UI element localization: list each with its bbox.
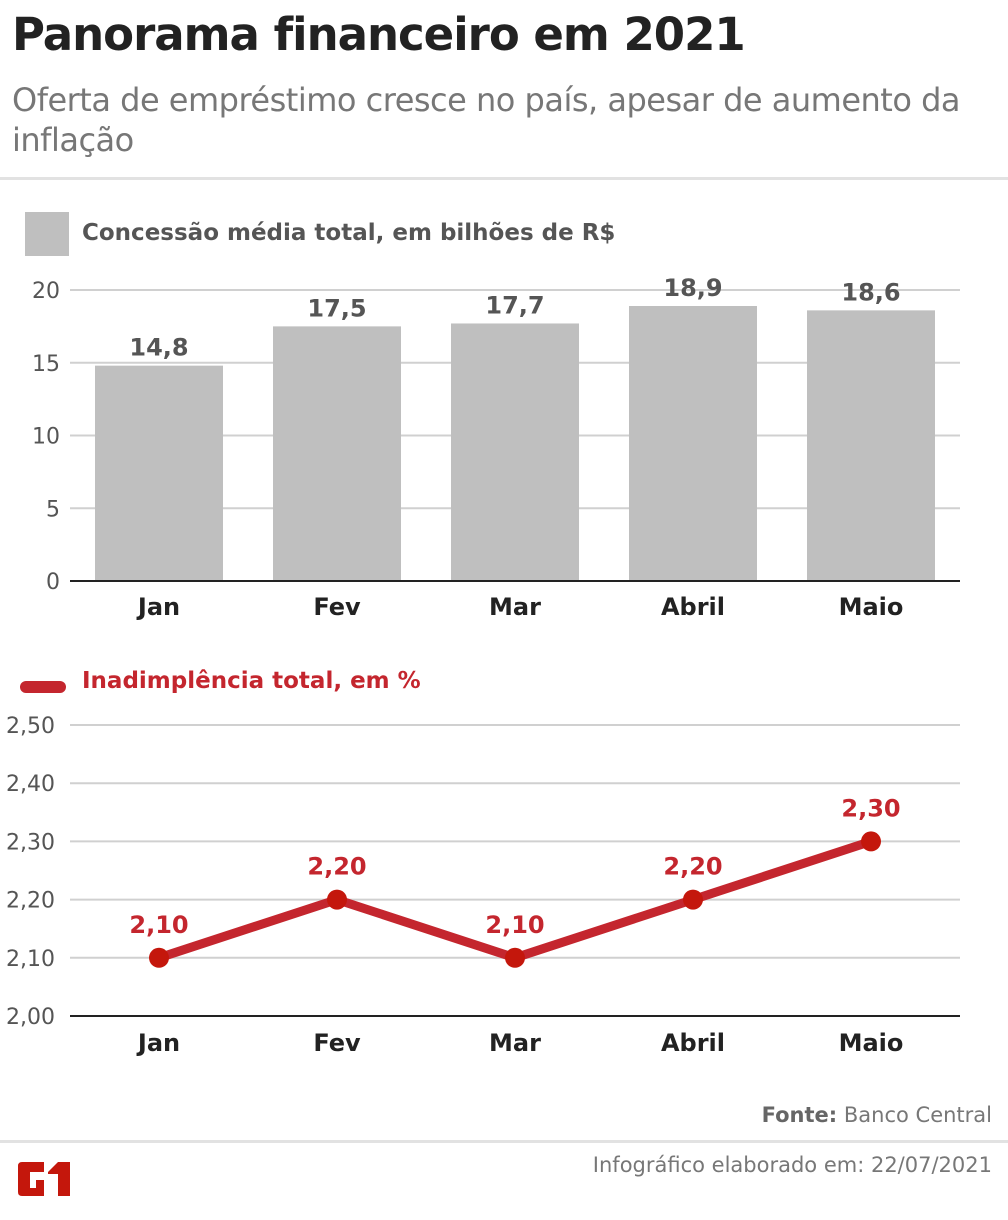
data-point-maio (861, 831, 881, 852)
y-tick-label: 15 (32, 352, 60, 377)
bar-value-label: 18,6 (841, 278, 900, 306)
y-tick-label: 20 (32, 279, 60, 304)
bar-maio (807, 310, 935, 581)
point-value-label: 2,10 (129, 911, 188, 939)
chart-title: Panorama financeiro em 2021 (12, 8, 746, 61)
x-tick-label: Mar (489, 593, 541, 621)
bar-value-label: 17,7 (485, 291, 544, 319)
data-point-jan (149, 947, 169, 968)
bar-mar (451, 323, 579, 581)
x-tick-label: Mar (489, 1029, 541, 1057)
y-tick-label: 0 (46, 570, 60, 595)
y-tick-label: 5 (46, 497, 60, 522)
x-tick-label: Fev (313, 593, 361, 621)
footer-divider (0, 1140, 1008, 1143)
bar-value-label: 18,9 (663, 274, 722, 302)
point-value-label: 2,30 (841, 794, 900, 822)
y-tick-label: 2,00 (6, 1005, 55, 1030)
x-tick-label: Maio (839, 593, 904, 621)
data-point-abril (683, 889, 703, 910)
bar-fev (273, 326, 401, 581)
x-tick-label: Abril (661, 1029, 725, 1057)
bar-abril (629, 306, 757, 581)
point-value-label: 2,20 (663, 853, 722, 881)
y-tick-label: 2,30 (6, 830, 55, 855)
source-note: Fonte: Banco Central (762, 1103, 992, 1127)
line-legend-label: Inadimplência total, em % (82, 668, 421, 694)
bar-legend-swatch (25, 212, 69, 256)
x-tick-label: Jan (136, 1029, 180, 1057)
y-tick-label: 2,10 (6, 947, 55, 972)
source-name: Banco Central (843, 1103, 992, 1127)
data-point-fev (327, 889, 347, 910)
data-point-mar (505, 947, 525, 968)
y-tick-label: 2,20 (6, 889, 55, 914)
bar-value-label: 17,5 (307, 294, 366, 322)
chart-subtitle: Oferta de empréstimo cresce no país, ape… (12, 81, 961, 159)
point-value-label: 2,20 (307, 853, 366, 881)
y-tick-label: 2,40 (6, 772, 55, 797)
x-tick-label: Abril (661, 593, 725, 621)
y-tick-label: 10 (32, 425, 60, 450)
x-tick-label: Jan (136, 593, 180, 621)
x-tick-label: Fev (313, 1029, 361, 1057)
line-legend-swatch (20, 681, 66, 693)
g1-logo (18, 1162, 70, 1196)
credit-note: Infográfico elaborado em: 22/07/2021 (592, 1153, 992, 1177)
point-value-label: 2,10 (485, 911, 544, 939)
bar-jan (95, 365, 223, 581)
y-tick-label: 2,50 (6, 714, 55, 739)
bar-legend-label: Concessão média total, em bilhões de R$ (82, 220, 616, 246)
divider (0, 177, 1008, 180)
x-tick-label: Maio (839, 1029, 904, 1057)
bar-value-label: 14,8 (129, 334, 188, 362)
source-label: Fonte: (761, 1103, 838, 1127)
